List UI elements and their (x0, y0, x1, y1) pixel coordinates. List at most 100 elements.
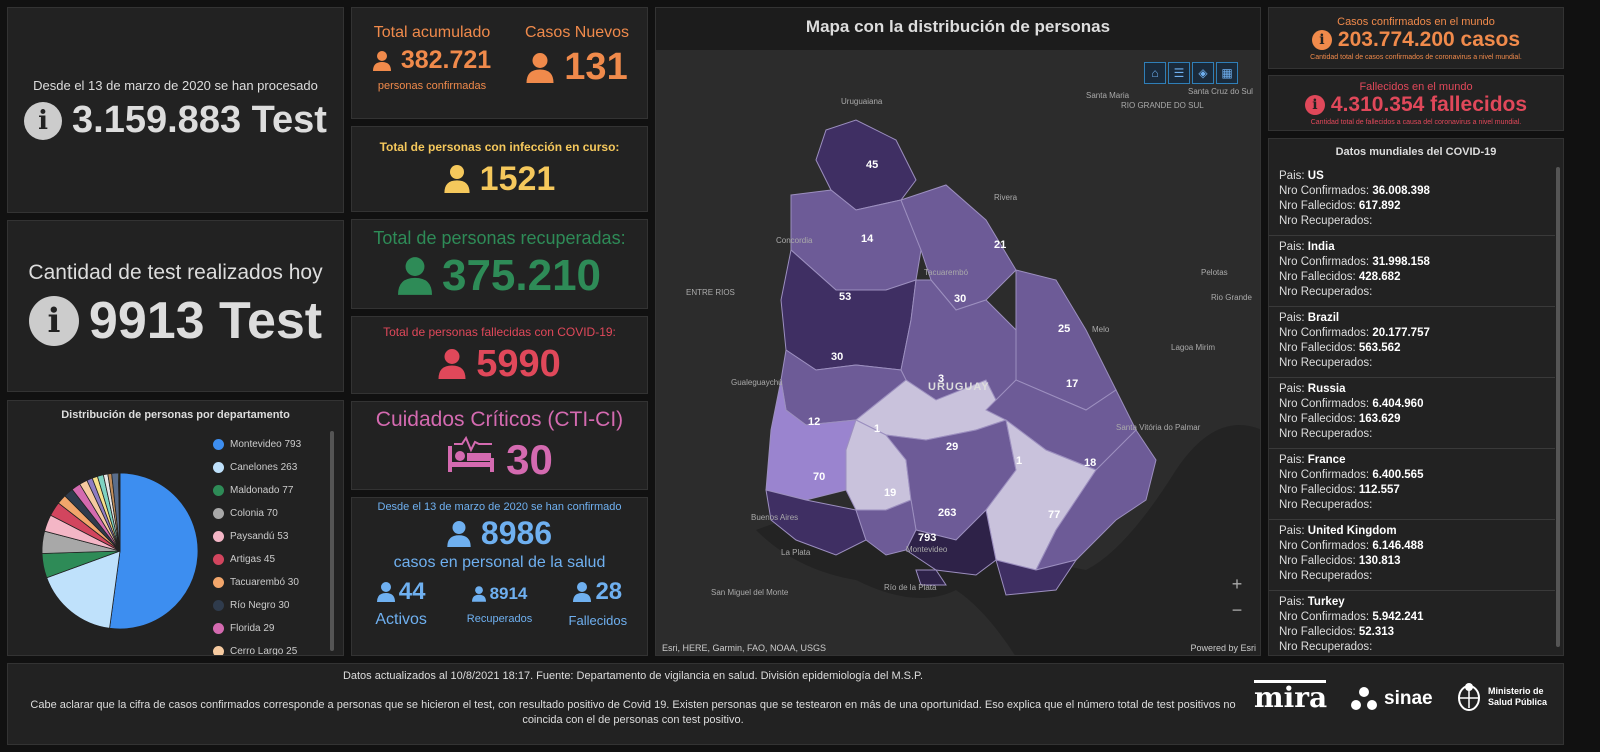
label-flores: 1 (874, 423, 880, 435)
world-item-country: Pais: US (1279, 170, 1324, 182)
world-item-confirmed: Nro Confirmados: 6.400.565 (1279, 469, 1424, 481)
fallecidas-value: 5990 (476, 342, 561, 385)
world-item-confirmed: Nro Confirmados: 20.177.757 (1279, 327, 1430, 339)
place-label: Santa Maria (1086, 91, 1130, 100)
world-deaths-value: 4.310.354 fallecidos (1330, 92, 1528, 116)
person-icon (376, 582, 395, 602)
map-title: Mapa con la distribución de personas (805, 17, 1111, 36)
world-list-item[interactable]: Pais: United Kingdom Nro Confirmados: 6.1… (1269, 520, 1555, 591)
world-list-item[interactable]: Pais: Brazil Nro Confirmados: 20.177.757 N… (1269, 307, 1555, 378)
legend-scrollbar[interactable] (330, 431, 334, 651)
world-list-item[interactable]: Pais: France Nro Confirmados: 6.400.565 Nr… (1269, 449, 1555, 520)
world-item-deaths: Nro Fallecidos: 112.557 (1279, 484, 1400, 496)
region-colonia (765, 489, 867, 556)
acumulado-value: 382.721 (400, 46, 492, 74)
legend-item[interactable]: Paysandú 53 (213, 525, 323, 548)
legend-swatch (213, 508, 224, 519)
label-lavalleja: 1 (1016, 455, 1022, 467)
uruguay-regions (765, 119, 1157, 596)
world-list-scrollbar[interactable] (1556, 167, 1560, 647)
pie-slice-montevideo[interactable] (109, 472, 199, 630)
map-panel: Mapa con la distribución de personas (655, 7, 1261, 656)
powered-by[interactable]: Powered by Esri (1190, 643, 1256, 653)
casos-nuevos-value: 131 (564, 46, 628, 88)
label-rio-negro: 30 (831, 351, 843, 363)
legend-item[interactable]: Río Negro 30 (213, 594, 323, 617)
pie-slice-canelones[interactable] (46, 550, 121, 629)
cti-value: 30 (506, 435, 553, 483)
world-list-item[interactable]: Pais: Turkey Nro Confirmados: 5.942.241 Nr… (1269, 591, 1555, 655)
place-label: La Plata (781, 548, 811, 557)
layers-icon[interactable]: ◈ (1192, 62, 1214, 84)
info-icon: i (1304, 94, 1325, 115)
tests-today-value: 9913 Test (88, 292, 323, 350)
person-icon (438, 349, 466, 379)
grid-icon[interactable]: ▦ (1216, 62, 1238, 84)
world-deaths-label: Fallecidos en el mundo (1359, 80, 1473, 93)
footer-line2: Cabe aclarar que la cifra de casos confi… (30, 699, 1236, 726)
world-item-recovered: Nro Recuperados: (1279, 570, 1373, 582)
home-icon[interactable]: ⌂ (1144, 62, 1166, 84)
label-soriano: 12 (808, 416, 820, 428)
map-view[interactable]: 45 14 21 53 30 25 30 3 17 12 1 29 1 18 7… (656, 50, 1261, 656)
world-list-item[interactable]: Pais: US Nro Confirmados: 36.008.398 Nro F… (1269, 165, 1555, 236)
salud-panel: Desde el 13 de marzo de 2020 se han conf… (351, 497, 648, 656)
tests-today-panel: Cantidad de test realizados hoy i 9913 T… (7, 220, 344, 392)
infeccion-label: Total de personas con infección en curso… (379, 139, 620, 154)
world-item-deaths: Nro Fallecidos: 52.313 (1279, 626, 1395, 638)
place-label: RIO GRANDE DO SUL (1121, 101, 1204, 110)
world-item-country: Pais: India (1279, 241, 1335, 253)
world-list-item[interactable]: Pais: India Nro Confirmados: 31.998.158 Nr… (1269, 236, 1555, 307)
world-item-deaths: Nro Fallecidos: 563.562 (1279, 342, 1401, 354)
infeccion-panel: Total de personas con infección en curso… (351, 126, 648, 212)
msp-logo: Ministerio de Salud Pública (1456, 682, 1552, 712)
zoom-out-button[interactable]: − (1231, 600, 1243, 620)
salud-sub: casos en personal de la salud (393, 554, 606, 571)
legend-item[interactable]: Colonia 70 (213, 502, 323, 525)
legend-item[interactable]: Canelones 263 (213, 456, 323, 479)
label-durazno: 3 (938, 373, 944, 385)
label-montevideo: 793 (918, 532, 936, 544)
legend-item[interactable]: Tacuarembó 30 (213, 571, 323, 594)
chart-legend: Montevideo 793 Canelones 263 Maldonado 77 C… (213, 433, 323, 655)
legend-item[interactable]: Artigas 45 (213, 548, 323, 571)
zoom-in-button[interactable]: + (1231, 574, 1243, 594)
salud-value: 8986 (480, 515, 553, 551)
acumulado-label: Total acumulado (373, 24, 491, 41)
legend-item[interactable]: Florida 29 (213, 617, 323, 640)
info-icon: i (1311, 29, 1332, 50)
label-cerro-largo: 25 (1058, 323, 1070, 335)
list-icon[interactable]: ☰ (1168, 62, 1190, 84)
legend-swatch (213, 554, 224, 565)
infeccion-value: 1521 (479, 159, 556, 198)
label-colonia: 70 (813, 471, 825, 483)
label-san-jose: 19 (884, 487, 896, 499)
legend-label: Maldonado 77 (230, 485, 294, 496)
world-item-country: Pais: United Kingdom (1279, 525, 1397, 537)
person-icon (397, 256, 432, 295)
world-list[interactable]: Pais: US Nro Confirmados: 36.008.398 Nro F… (1269, 165, 1555, 655)
world-item-deaths: Nro Fallecidos: 617.892 (1279, 200, 1401, 212)
person-icon (447, 520, 471, 547)
zoom-controls: + − (1226, 573, 1248, 621)
map-canvas[interactable]: 45 14 21 53 30 25 30 3 17 12 1 29 1 18 7… (656, 50, 1261, 656)
legend-label: Montevideo 793 (230, 439, 302, 450)
world-item-confirmed: Nro Confirmados: 6.146.488 (1279, 540, 1424, 552)
mira-logo: mira (1254, 680, 1328, 714)
legend-label: Río Negro 30 (230, 600, 290, 611)
place-label: Rio Grande (1211, 293, 1252, 302)
legend-item[interactable]: Cerro Largo 25 (213, 640, 323, 655)
cti-label: Cuidados Críticos (CTI-CI) (375, 407, 624, 431)
legend-item[interactable]: Maldonado 77 (213, 479, 323, 502)
mira-logo-text: mira (1254, 680, 1328, 714)
legend-item[interactable]: Montevideo 793 (213, 433, 323, 456)
legend-swatch (213, 485, 224, 496)
world-list-item[interactable]: Pais: Russia Nro Confirmados: 6.404.960 Nr… (1269, 378, 1555, 449)
world-item-deaths: Nro Fallecidos: 163.629 (1279, 413, 1401, 425)
world-item-deaths: Nro Fallecidos: 130.813 (1279, 555, 1401, 567)
world-list-panel: Datos mundiales del COVID-19 Pais: US Nro… (1268, 138, 1564, 656)
place-label: San Miguel del Monte (711, 588, 789, 597)
place-label: Santa Cruz do Sul (1188, 87, 1253, 96)
world-item-country: Pais: France (1279, 454, 1346, 466)
world-item-confirmed: Nro Confirmados: 5.942.241 (1279, 611, 1424, 623)
